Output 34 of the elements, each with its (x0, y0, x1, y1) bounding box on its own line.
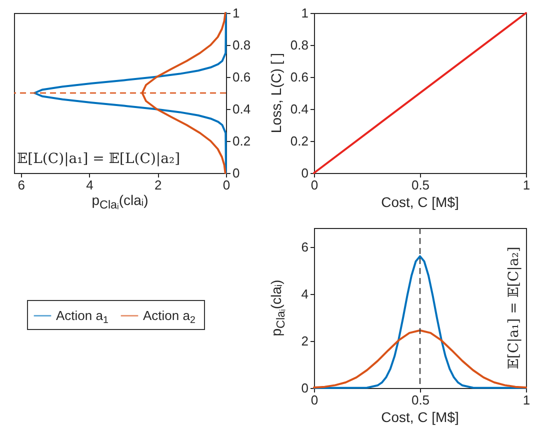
y-tick-label: 0 (232, 166, 240, 180)
y-tick-label: 0.8 (232, 38, 251, 52)
legend-label: Action a$_{2}$ (143, 308, 196, 326)
x-tick-label: 1 (522, 178, 530, 192)
annotation: 𝔼[L(C)|a₁] = 𝔼[L(C)|a₂] (17, 151, 180, 167)
x-axis-title: Cost, C [M$] (381, 409, 459, 425)
x-axis-title: Cost, C [M$] (381, 194, 459, 210)
y-tick-label: 0 (301, 166, 308, 180)
y-tick-label: 0.8 (290, 38, 308, 52)
y-tick-label: 0.4 (290, 102, 308, 116)
x-tick-label: 1 (522, 392, 530, 408)
x-tick-label: 0 (310, 178, 318, 192)
y-tick-label: 0.6 (290, 70, 308, 84)
x-tick-label: 0.5 (411, 392, 430, 408)
y-tick-label: 1 (232, 6, 240, 20)
x-tick-label: 0.5 (411, 178, 430, 192)
y-tick-label: 0.6 (232, 70, 251, 84)
y-tick-label: 2 (301, 333, 308, 348)
x-tick-label: 6 (18, 178, 25, 192)
y-tick-label: 0.2 (232, 134, 251, 148)
x-tick-label: 0 (222, 178, 230, 192)
y-tick-label: 0 (301, 380, 308, 396)
y-tick-label: 1 (301, 6, 308, 20)
y-axis-title: Loss, L(C) [ ] (268, 52, 284, 134)
legend-label: Action a$_{1}$ (56, 308, 108, 326)
y-tick-label: 6 (301, 239, 308, 254)
x-tick-label: 0 (310, 392, 318, 408)
annotation: 𝔼[C|a₁] = 𝔼[C|a₂] (506, 246, 522, 370)
x-tick-label: 4 (86, 178, 94, 192)
y-tick-label: 0.4 (232, 102, 251, 116)
x-tick-label: 2 (154, 178, 162, 192)
y-tick-label: 4 (301, 286, 308, 302)
x-axis-title: p$_{Claᵢ}$(claᵢ) (92, 192, 148, 212)
y-tick-label: 0.2 (290, 134, 308, 148)
